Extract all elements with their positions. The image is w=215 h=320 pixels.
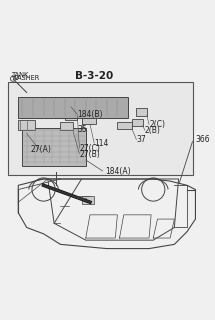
FancyBboxPatch shape	[81, 116, 96, 124]
Text: 2(B): 2(B)	[145, 126, 161, 135]
FancyBboxPatch shape	[8, 82, 193, 175]
FancyBboxPatch shape	[18, 97, 128, 118]
FancyBboxPatch shape	[65, 111, 77, 120]
FancyBboxPatch shape	[23, 128, 86, 166]
FancyBboxPatch shape	[136, 108, 147, 116]
FancyBboxPatch shape	[60, 122, 73, 131]
Text: 27(A): 27(A)	[31, 145, 52, 154]
Text: 35: 35	[77, 125, 87, 134]
Text: 27(C): 27(C)	[79, 144, 100, 153]
Text: 2(C): 2(C)	[149, 121, 165, 130]
FancyBboxPatch shape	[81, 196, 94, 204]
Text: 184(B): 184(B)	[77, 110, 103, 119]
Text: 114: 114	[94, 139, 109, 148]
Text: 27(B): 27(B)	[79, 149, 100, 159]
FancyBboxPatch shape	[117, 122, 132, 129]
Text: 37: 37	[136, 135, 146, 144]
Text: B-3-20: B-3-20	[75, 71, 113, 81]
Text: TANK: TANK	[12, 72, 29, 78]
Text: WASHER: WASHER	[12, 75, 40, 81]
Text: 366: 366	[195, 135, 210, 144]
FancyBboxPatch shape	[18, 120, 35, 131]
FancyBboxPatch shape	[132, 119, 143, 126]
Text: 184(A): 184(A)	[105, 167, 130, 176]
